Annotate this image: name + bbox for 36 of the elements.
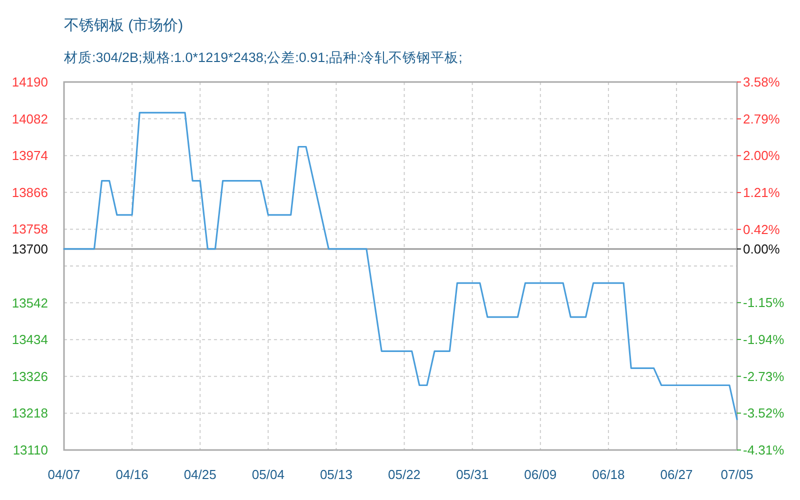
y-tick-label: 13758 (12, 222, 48, 237)
y2-tick-label: 3.58% (743, 74, 780, 90)
y-tick-label: 13434 (12, 332, 48, 348)
x-tick-label: 04/07 (48, 467, 80, 482)
y-tick-label: 13326 (12, 368, 48, 384)
x-tick-label: 04/25 (184, 467, 216, 482)
y2-tick-label: -4.31% (743, 442, 785, 458)
y-tick-label: 13218 (12, 406, 48, 421)
x-tick-label: 05/13 (320, 467, 352, 482)
x-tick-label: 05/22 (388, 467, 421, 482)
y2-tick-label: 0.00% (743, 241, 780, 256)
chart-subtitle: 材质:304/2B;规格:1.0*1219*2438;公差:0.91;品种:冷轧不锈钢平板; (63, 50, 462, 65)
x-tick-label: 06/09 (524, 467, 557, 482)
x-tick-label: 05/04 (252, 467, 284, 482)
y2-tick-label: -1.94% (743, 332, 785, 347)
y2-tick-label: 0.42% (743, 222, 780, 237)
chart-title: 不锈钢板 (市场价) (64, 17, 184, 34)
x-tick-label: 05/31 (456, 467, 489, 482)
y2-tick-label: -1.15% (743, 295, 785, 310)
y-tick-label: 13974 (12, 148, 48, 164)
y-tick-label: 13866 (12, 184, 48, 200)
x-tick-label: 06/27 (660, 467, 693, 482)
y-tick-label: 14082 (12, 111, 48, 126)
y-tick-label: 13700 (12, 241, 48, 256)
y2-tick-label: -3.52% (743, 406, 785, 421)
y2-tick-label: 1.21% (743, 185, 780, 200)
y2-tick-label: 2.79% (743, 111, 780, 126)
y2-tick-label: -2.73% (743, 368, 785, 384)
line-series (63, 112, 738, 420)
y-tick-label: 13542 (12, 295, 48, 310)
y-tick-label: 13110 (12, 442, 48, 458)
x-tick-label: 07/05 (720, 467, 754, 482)
y2-tick-label: 2.00% (743, 148, 780, 164)
x-tick-label: 06/18 (592, 467, 625, 482)
y-tick-label: 14190 (12, 74, 48, 90)
x-tick-label: 04/16 (116, 467, 148, 482)
